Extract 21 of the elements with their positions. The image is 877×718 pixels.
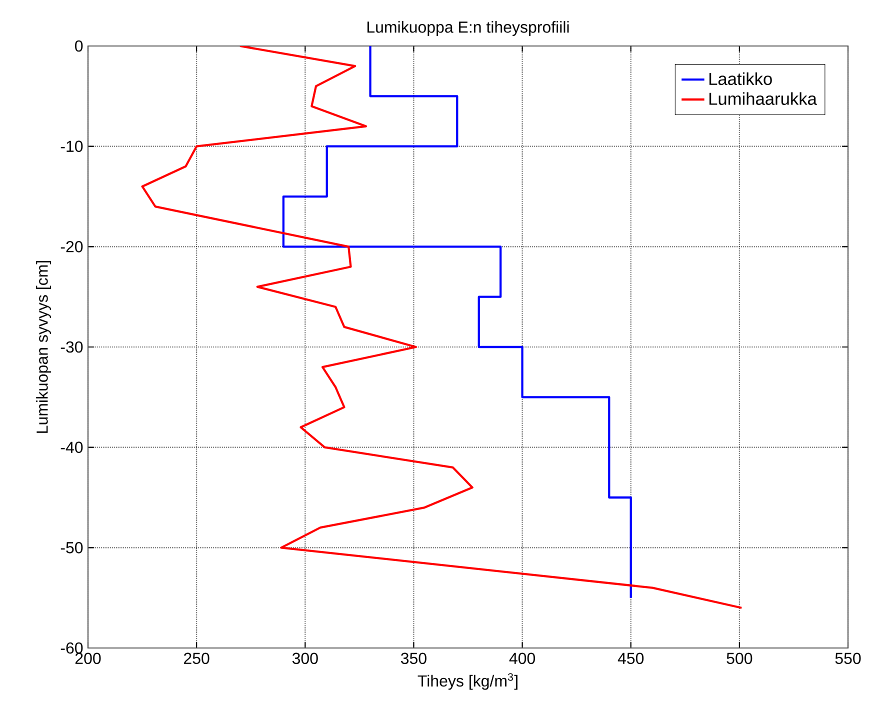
y-tick-label: -50 bbox=[60, 542, 83, 554]
x-axis-title: Tiheys [kg/m$^{3}$] bbox=[418, 673, 518, 690]
x-tick-label: 300 bbox=[292, 652, 318, 664]
y-tick-label: -10 bbox=[60, 140, 83, 152]
x-tick-label: 200 bbox=[75, 652, 101, 664]
y-tick-label: -60 bbox=[60, 642, 83, 654]
x-tick-label: 500 bbox=[726, 652, 752, 664]
x-tick-label: 250 bbox=[184, 652, 210, 664]
y-tick-label: -30 bbox=[60, 341, 83, 353]
x-tick-label: 400 bbox=[509, 652, 536, 664]
x-tick-label: 450 bbox=[618, 652, 644, 664]
y-tick-label: -20 bbox=[60, 241, 83, 252]
legend-label: Lumihaarukka bbox=[709, 92, 817, 105]
legend-label: Laatikko bbox=[709, 72, 772, 86]
y-axis-title: Lumikuopan syvyys [cm] bbox=[36, 261, 52, 433]
chart-title: Lumikuoppa E:n tiheysprofiili bbox=[367, 21, 569, 36]
x-tick-label: 550 bbox=[835, 652, 861, 664]
x-tick-label: 350 bbox=[400, 652, 426, 664]
line-series bbox=[282, 46, 632, 599]
y-tick-label: 0 bbox=[75, 40, 83, 52]
y-tick-label: -40 bbox=[60, 442, 83, 453]
